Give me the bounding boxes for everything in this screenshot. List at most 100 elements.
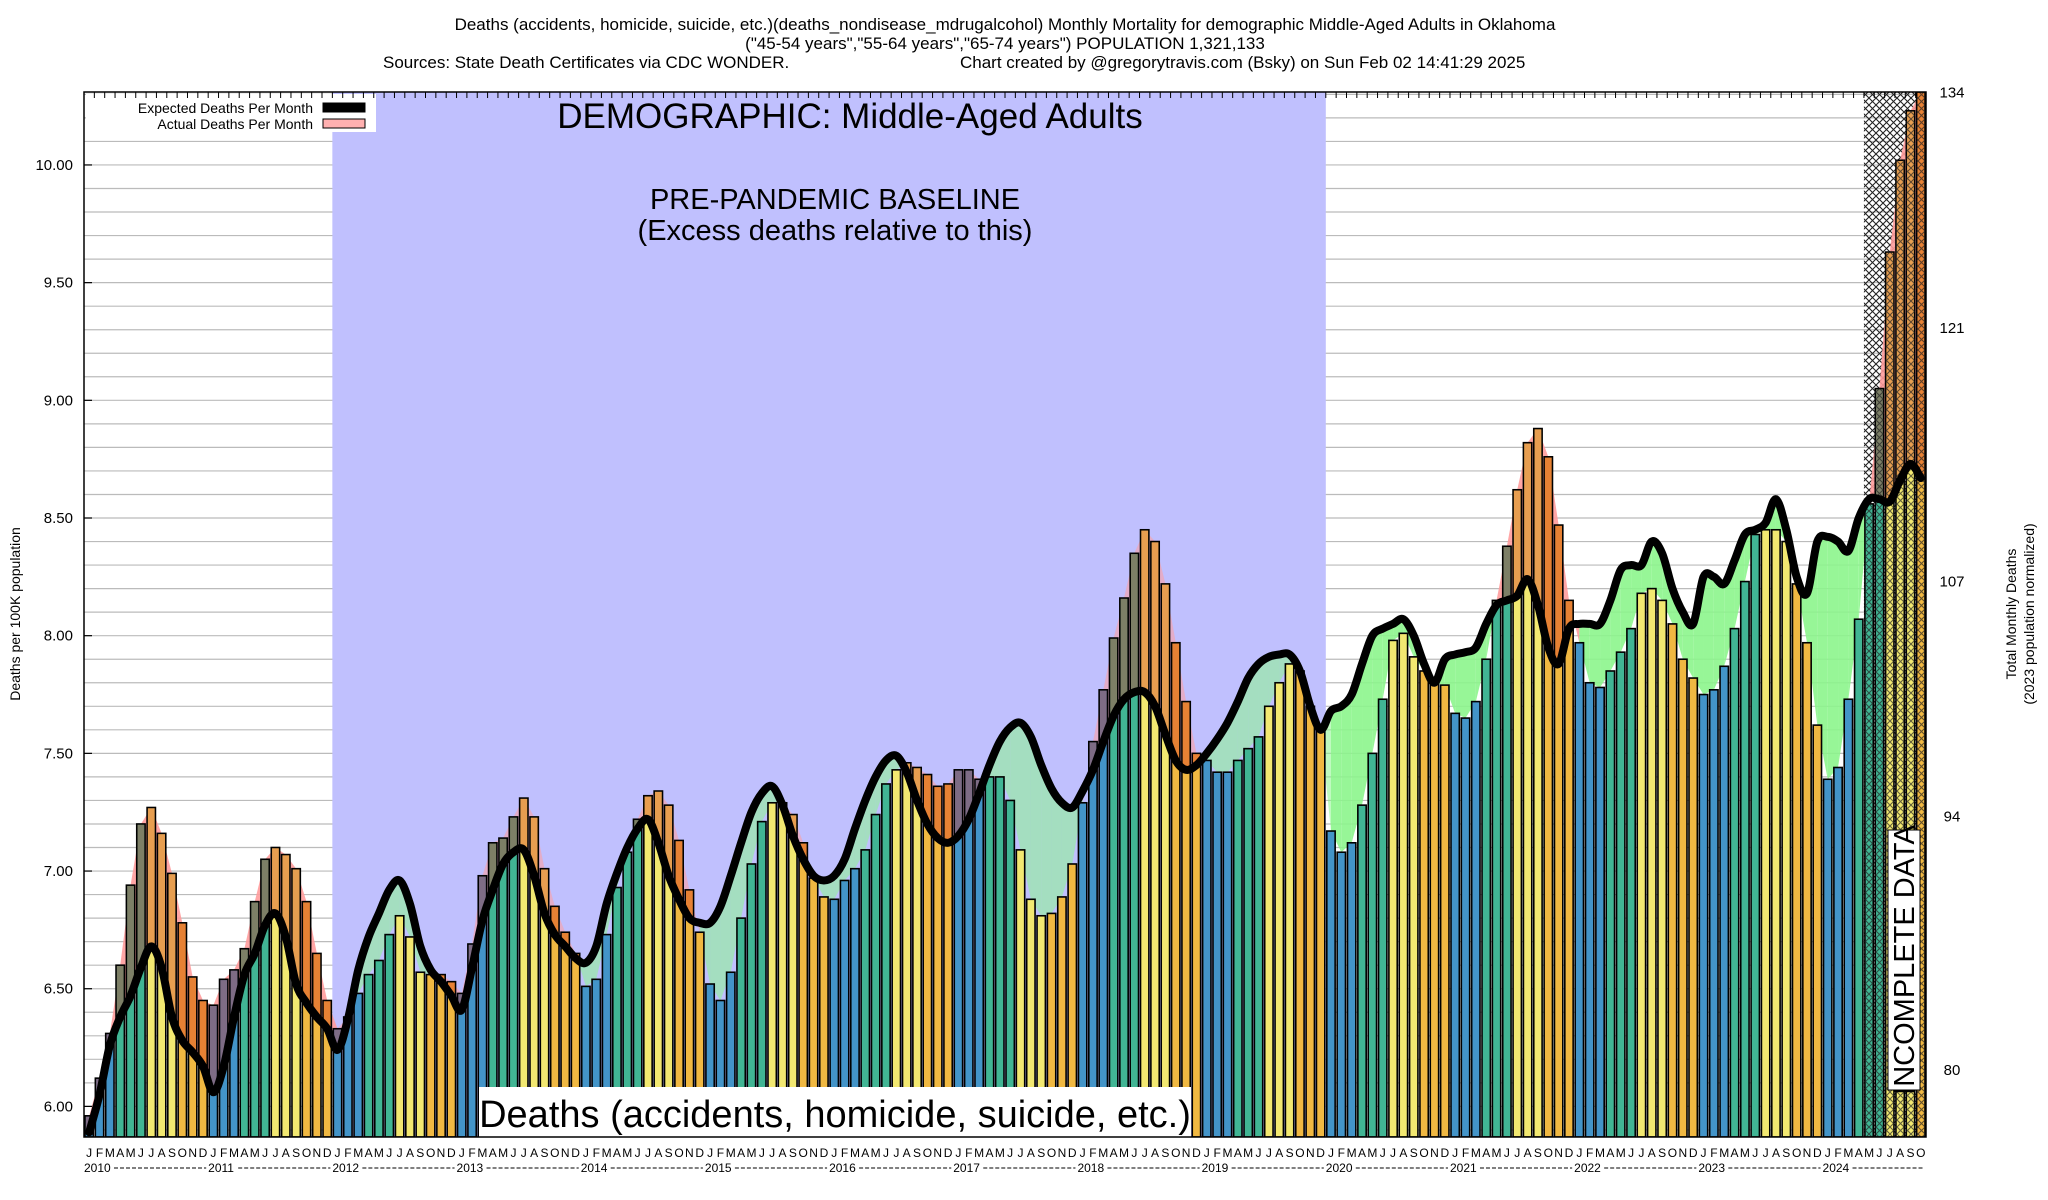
- excess-bar-portion: [924, 775, 931, 825]
- month-label: F: [1338, 1146, 1345, 1160]
- bar: [508, 816, 519, 1137]
- year-label: 2020: [1326, 1161, 1353, 1175]
- month-label: M: [974, 1146, 984, 1160]
- bar: [963, 769, 974, 1137]
- deficit-area: [1486, 600, 1497, 660]
- bar: [684, 889, 695, 1137]
- excess-bar-portion: [675, 841, 683, 901]
- month-label: N: [809, 1146, 818, 1160]
- month-label: A: [530, 1146, 538, 1160]
- excess-bar-portion: [944, 784, 952, 844]
- y-tick-label: 7.00: [44, 863, 73, 880]
- month-label: D: [1192, 1146, 1201, 1160]
- excess-bar-portion: [665, 805, 673, 877]
- chart-title-line1: Deaths (accidents, homicide, suicide, et…: [455, 15, 1556, 34]
- month-label: S: [292, 1146, 300, 1160]
- bar: [1439, 684, 1450, 1137]
- deficit-area: [1372, 628, 1383, 754]
- bar: [901, 761, 912, 1137]
- month-label: J: [1142, 1146, 1148, 1160]
- month-label: J: [831, 1146, 837, 1160]
- month-label: A: [1399, 1146, 1407, 1160]
- month-label: J: [1628, 1146, 1634, 1160]
- bar: [984, 776, 995, 1137]
- legend-actual-label: Actual Deaths Per Month: [157, 116, 313, 132]
- month-label: M: [602, 1146, 612, 1160]
- bar: [1605, 670, 1616, 1137]
- month-label: F: [344, 1146, 351, 1160]
- month-label: J: [645, 1146, 651, 1160]
- month-label: A: [1275, 1146, 1283, 1160]
- bar: [1667, 623, 1678, 1137]
- month-label: A: [158, 1146, 166, 1160]
- month-label: J: [759, 1146, 765, 1160]
- excess-bar-portion: [230, 970, 238, 1018]
- month-label: A: [1027, 1146, 1035, 1160]
- bar: [560, 931, 571, 1137]
- excess-bar-portion: [520, 798, 528, 851]
- deficit-area: [1010, 722, 1021, 850]
- bar: [1677, 658, 1688, 1137]
- bar: [549, 905, 560, 1137]
- bar: [1253, 736, 1264, 1137]
- excess-bar-portion: [127, 885, 134, 997]
- month-label: M: [374, 1146, 384, 1160]
- excess-bar-portion: [913, 768, 921, 802]
- bar: [1357, 804, 1367, 1137]
- deficit-area: [1041, 765, 1052, 916]
- excess-bar-portion: [1555, 525, 1563, 665]
- bar: [1470, 700, 1481, 1137]
- month-label: O: [1295, 1146, 1304, 1160]
- month-label: J: [262, 1146, 268, 1160]
- excess-bar-portion: [965, 770, 973, 821]
- month-label: A: [737, 1146, 745, 1160]
- bar: [1543, 456, 1554, 1137]
- month-label: J: [1763, 1146, 1769, 1160]
- month-label: D: [695, 1146, 704, 1160]
- month-label: S: [1658, 1146, 1666, 1160]
- year-label: 2010: [84, 1161, 111, 1175]
- bar: [1833, 766, 1844, 1137]
- bar: [363, 973, 374, 1137]
- excess-bar-portion: [955, 770, 962, 837]
- bar: [332, 1027, 343, 1137]
- bar: [291, 867, 302, 1137]
- bar: [1853, 618, 1864, 1137]
- deficit-area: [1248, 663, 1259, 749]
- month-label: N: [933, 1146, 942, 1160]
- bar: [1739, 580, 1750, 1137]
- month-label: M: [1119, 1146, 1129, 1160]
- excess-bar-portion: [551, 907, 559, 936]
- bar: [539, 867, 550, 1137]
- bar: [1036, 914, 1047, 1137]
- deficit-area: [368, 913, 379, 975]
- month-label: D: [1440, 1146, 1449, 1160]
- month-label: F: [1586, 1146, 1593, 1160]
- excess-bar-portion: [178, 923, 186, 1042]
- excess-bar-portion: [530, 817, 538, 877]
- month-label: A: [1482, 1146, 1490, 1160]
- excess-bar-portion: [1182, 702, 1190, 771]
- year-label: 2016: [829, 1161, 856, 1175]
- incomplete-overlay: [1864, 92, 1925, 1137]
- excess-bar-portion: [1513, 490, 1521, 597]
- bar: [1367, 752, 1378, 1137]
- month-label: J: [1266, 1146, 1272, 1160]
- month-label: J: [272, 1146, 278, 1160]
- deficit-area: [1713, 576, 1725, 690]
- chart-title-line2: ("45-54 years","55-64 years","65-74 year…: [745, 34, 1265, 53]
- month-label: A: [240, 1146, 248, 1160]
- deficit-area: [1579, 623, 1590, 683]
- bar: [839, 879, 850, 1137]
- plot-area: [84, 92, 1926, 1137]
- bar: [653, 790, 664, 1137]
- month-label: N: [1058, 1146, 1067, 1160]
- incomplete-data-label: INCOMPLETE DATA: [1887, 825, 1921, 1095]
- month-label: A: [1648, 1146, 1656, 1160]
- deficit-area: [1589, 623, 1601, 688]
- month-label: J: [1825, 1146, 1831, 1160]
- month-label: J: [1887, 1146, 1893, 1160]
- month-label: J: [955, 1146, 961, 1160]
- month-label: J: [1256, 1146, 1262, 1160]
- month-label: D: [323, 1146, 332, 1160]
